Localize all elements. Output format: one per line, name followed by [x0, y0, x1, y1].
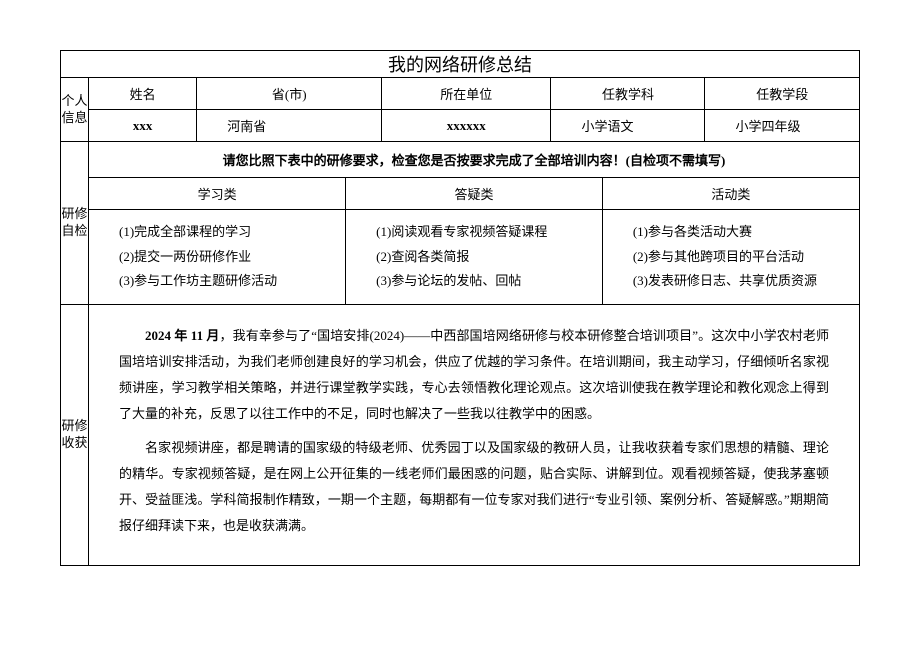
section-label-check: 研修自检: [61, 142, 89, 305]
list-item: (1)参与各类活动大赛: [633, 220, 829, 245]
check-items-qa: (1)阅读观看专家视频答疑课程 (2)查阅各类简报 (3)参与论坛的发帖、回帖: [346, 210, 603, 305]
info-table: 姓名 省(市) 所在单位 任教学科 任教学段 xxx 河南省 xxxxxx 小学…: [89, 78, 859, 141]
check-section: 请您比照下表中的研修要求，检查您是否按要求完成了全部培训内容！(自检项不需填写)…: [89, 142, 860, 305]
list-item: (3)参与论坛的发帖、回帖: [376, 269, 572, 294]
section-label-info: 个人信息: [61, 78, 89, 142]
summary-table: 我的网络研修总结 个人信息 姓名 省(市) 所在单位 任教学科 任教学段 xxx…: [60, 50, 860, 566]
info-value-subject: 小学语文: [551, 110, 705, 142]
info-header-subject: 任教学科: [551, 78, 705, 110]
info-header-name: 姓名: [89, 78, 197, 110]
info-value-province: 河南省: [197, 110, 382, 142]
info-header-province: 省(市): [197, 78, 382, 110]
info-header-unit: 所在单位: [382, 78, 551, 110]
check-header-qa: 答疑类: [346, 178, 603, 210]
check-items-activity: (1)参与各类活动大赛 (2)参与其他跨项目的平台活动 (3)发表研修日志、共享…: [602, 210, 859, 305]
section-label-gain: 研修收获: [61, 305, 89, 566]
gain-para1-lead: 2024 年 11 月: [145, 328, 220, 343]
gain-para1-rest: ，我有幸参与了“国培安排(2024)——中西部国培网络研修与校本研修整合培训项目…: [119, 328, 829, 421]
check-table: 请您比照下表中的研修要求，检查您是否按要求完成了全部培训内容！(自检项不需填写)…: [89, 142, 859, 304]
info-value-unit: xxxxxx: [382, 110, 551, 142]
info-value-name: xxx: [89, 110, 197, 142]
list-item: (2)查阅各类简报: [376, 245, 572, 270]
info-value-grade: 小学四年级: [705, 110, 859, 142]
check-instruction: 请您比照下表中的研修要求，检查您是否按要求完成了全部培训内容！(自检项不需填写): [89, 142, 859, 178]
gain-paragraph-1: 2024 年 11 月，我有幸参与了“国培安排(2024)——中西部国培网络研修…: [119, 323, 829, 427]
info-section: 姓名 省(市) 所在单位 任教学科 任教学段 xxx 河南省 xxxxxx 小学…: [89, 78, 860, 142]
list-item: (1)完成全部课程的学习: [119, 220, 315, 245]
check-items-study: (1)完成全部课程的学习 (2)提交一两份研修作业 (3)参与工作坊主题研修活动: [89, 210, 346, 305]
page-title: 我的网络研修总结: [61, 51, 860, 78]
list-item: (3)参与工作坊主题研修活动: [119, 269, 315, 294]
check-header-activity: 活动类: [602, 178, 859, 210]
check-header-study: 学习类: [89, 178, 346, 210]
list-item: (2)参与其他跨项目的平台活动: [633, 245, 829, 270]
list-item: (1)阅读观看专家视频答疑课程: [376, 220, 572, 245]
gain-section: 2024 年 11 月，我有幸参与了“国培安排(2024)——中西部国培网络研修…: [89, 305, 860, 566]
gain-paragraph-2: 名家视频讲座，都是聘请的国家级的特级老师、优秀园丁以及国家级的教研人员，让我收获…: [119, 435, 829, 539]
list-item: (3)发表研修日志、共享优质资源: [633, 269, 829, 294]
info-header-grade: 任教学段: [705, 78, 859, 110]
list-item: (2)提交一两份研修作业: [119, 245, 315, 270]
